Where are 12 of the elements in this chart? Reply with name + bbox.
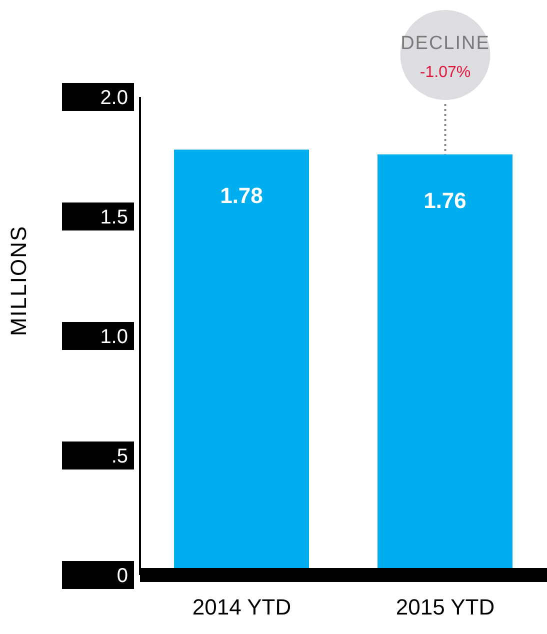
x-tick-label: 2015 YTD [396, 594, 495, 620]
data-label: 1.78 [220, 183, 263, 208]
y-tick-label: .5 [111, 446, 128, 468]
y-tick-label: 0 [116, 565, 128, 587]
x-tick-label: 2014 YTD [192, 594, 292, 620]
y-tick-label: 1.5 [100, 206, 128, 228]
y-tick-label: 2.0 [100, 87, 128, 109]
data-label: 1.76 [424, 188, 466, 213]
text: DECLINE [400, 33, 490, 54]
y-axis-title: MILLIONS [6, 225, 31, 336]
y-tick-label: 1.0 [100, 326, 128, 348]
text: -1.07% [420, 64, 471, 81]
